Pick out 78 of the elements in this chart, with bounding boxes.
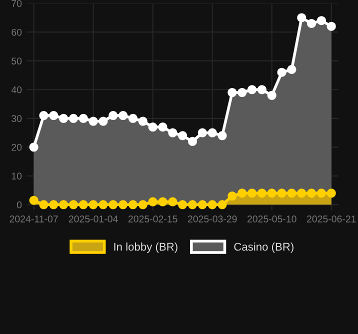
point xyxy=(168,197,178,206)
y-tick-label: 10 xyxy=(12,172,22,180)
point xyxy=(188,136,198,146)
x-tick-label: 2025-01-04 xyxy=(68,216,118,222)
point xyxy=(257,188,266,198)
point xyxy=(39,110,48,120)
point xyxy=(68,114,78,123)
point xyxy=(49,200,58,210)
point xyxy=(138,116,148,126)
point xyxy=(257,85,266,94)
point xyxy=(39,200,48,210)
x-tick-label: 2025-02-15 xyxy=(128,216,178,222)
y-tick-label: 60 xyxy=(12,28,22,36)
point xyxy=(307,18,316,28)
y-tick-label: 30 xyxy=(12,115,22,122)
x-tick-label: 2025-06-21 xyxy=(306,216,356,222)
point xyxy=(29,196,38,205)
point xyxy=(198,200,207,210)
point xyxy=(316,16,326,26)
point xyxy=(218,131,227,140)
point xyxy=(59,200,68,210)
point xyxy=(198,128,207,138)
point xyxy=(128,200,138,210)
point xyxy=(108,110,118,120)
point xyxy=(49,110,58,120)
legend-label: Casino (BR) xyxy=(234,242,294,253)
x-tick-label: 2025-03-29 xyxy=(188,216,237,222)
point xyxy=(326,22,336,31)
point xyxy=(248,188,257,198)
point xyxy=(277,68,286,77)
point xyxy=(218,200,227,210)
x-tick-label: 2024-11-07 xyxy=(10,216,58,222)
point xyxy=(88,116,98,126)
y-tick-label: 70 xyxy=(12,0,22,7)
point xyxy=(287,188,296,198)
point xyxy=(148,122,158,132)
point xyxy=(68,200,78,210)
point xyxy=(158,122,168,132)
point xyxy=(277,188,286,198)
x-tick-label: 2025-05-10 xyxy=(247,216,296,222)
point xyxy=(148,197,158,206)
point xyxy=(326,188,336,198)
point xyxy=(178,131,188,140)
point xyxy=(228,192,237,201)
point xyxy=(248,85,257,94)
point xyxy=(59,114,68,123)
point xyxy=(238,188,247,198)
point xyxy=(98,116,108,126)
point xyxy=(316,188,326,198)
point xyxy=(78,114,88,123)
point xyxy=(238,88,247,98)
point xyxy=(208,128,217,138)
y-tick-label: 50 xyxy=(12,58,22,64)
point xyxy=(29,142,38,152)
point xyxy=(208,200,217,210)
point xyxy=(168,128,178,138)
legend-label: In lobby (BR) xyxy=(114,242,178,253)
point xyxy=(88,200,98,210)
point xyxy=(108,200,118,210)
point xyxy=(228,88,237,98)
point xyxy=(178,200,188,210)
point xyxy=(297,188,306,198)
y-tick-label: 20 xyxy=(12,144,22,151)
point xyxy=(118,110,128,120)
y-tick-label: 40 xyxy=(11,86,22,94)
point xyxy=(128,114,138,123)
point xyxy=(138,200,148,210)
point xyxy=(267,90,276,100)
point xyxy=(307,188,316,198)
point xyxy=(118,200,128,210)
point xyxy=(287,64,296,74)
point xyxy=(188,200,198,210)
point xyxy=(98,200,108,210)
y-tick-label: 0 xyxy=(16,201,22,208)
point xyxy=(267,188,276,198)
point xyxy=(158,197,168,206)
point xyxy=(297,13,306,22)
point xyxy=(78,200,88,210)
